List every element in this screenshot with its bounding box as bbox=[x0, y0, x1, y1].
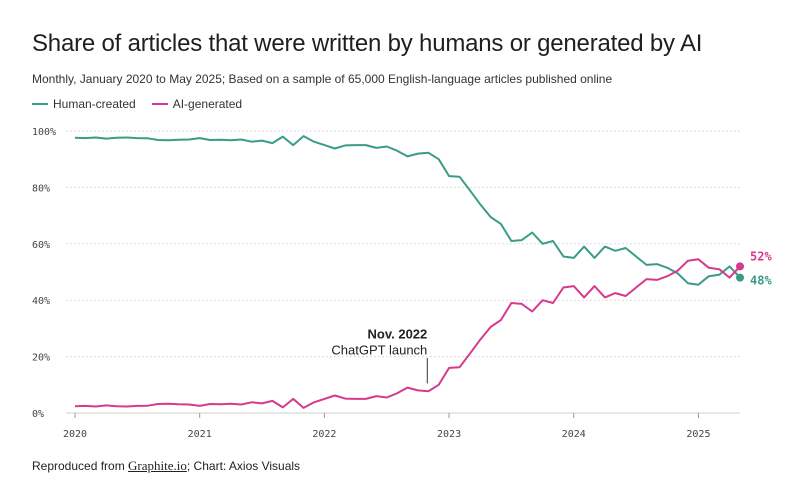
legend-swatch-ai bbox=[151, 103, 168, 105]
ai-generated-line bbox=[74, 258, 741, 409]
legend-item-human: Human-created bbox=[32, 97, 136, 111]
chart-legend: Human-created AI-generated bbox=[32, 97, 242, 111]
ai-end-label: 52% bbox=[750, 249, 772, 263]
x-tick-label: 2023 bbox=[437, 429, 461, 440]
x-tick-label: 2024 bbox=[562, 429, 586, 440]
human-end-label: 48% bbox=[750, 274, 772, 288]
chart-source: Reproduced from Graphite.io; Chart: Axio… bbox=[32, 458, 300, 474]
human-created-line bbox=[74, 135, 741, 286]
y-tick-label: 0% bbox=[32, 409, 44, 420]
x-tick-label: 2020 bbox=[63, 429, 87, 440]
ai-end-point bbox=[736, 262, 744, 271]
legend-swatch-human bbox=[32, 103, 48, 105]
source-suffix: ; Chart: Axios Visuals bbox=[186, 459, 301, 473]
human-end-point bbox=[736, 273, 744, 282]
y-tick-label: 80% bbox=[32, 183, 50, 194]
y-tick-label: 20% bbox=[32, 353, 50, 364]
y-tick-label: 40% bbox=[32, 296, 50, 307]
legend-item-ai: AI-generated bbox=[151, 97, 243, 111]
annotation-title: Nov. 2022 bbox=[368, 326, 428, 341]
y-tick-label: 60% bbox=[32, 240, 50, 251]
x-tick-label: 2021 bbox=[188, 429, 212, 440]
source-prefix: Reproduced from bbox=[32, 459, 129, 473]
x-tick-label: 2022 bbox=[312, 429, 336, 440]
y-tick-label: 100% bbox=[32, 127, 56, 138]
chart-title: Share of articles that were written by h… bbox=[32, 30, 703, 57]
annotation-text: ChatGPT launch bbox=[331, 342, 427, 357]
legend-label-human: Human-created bbox=[53, 97, 136, 111]
x-tick-label: 2025 bbox=[686, 429, 710, 440]
legend-label-ai: AI-generated bbox=[172, 97, 243, 111]
source-link[interactable]: Graphite.io bbox=[128, 458, 187, 473]
chart-subtitle: Monthly, January 2020 to May 2025; Based… bbox=[32, 72, 613, 86]
